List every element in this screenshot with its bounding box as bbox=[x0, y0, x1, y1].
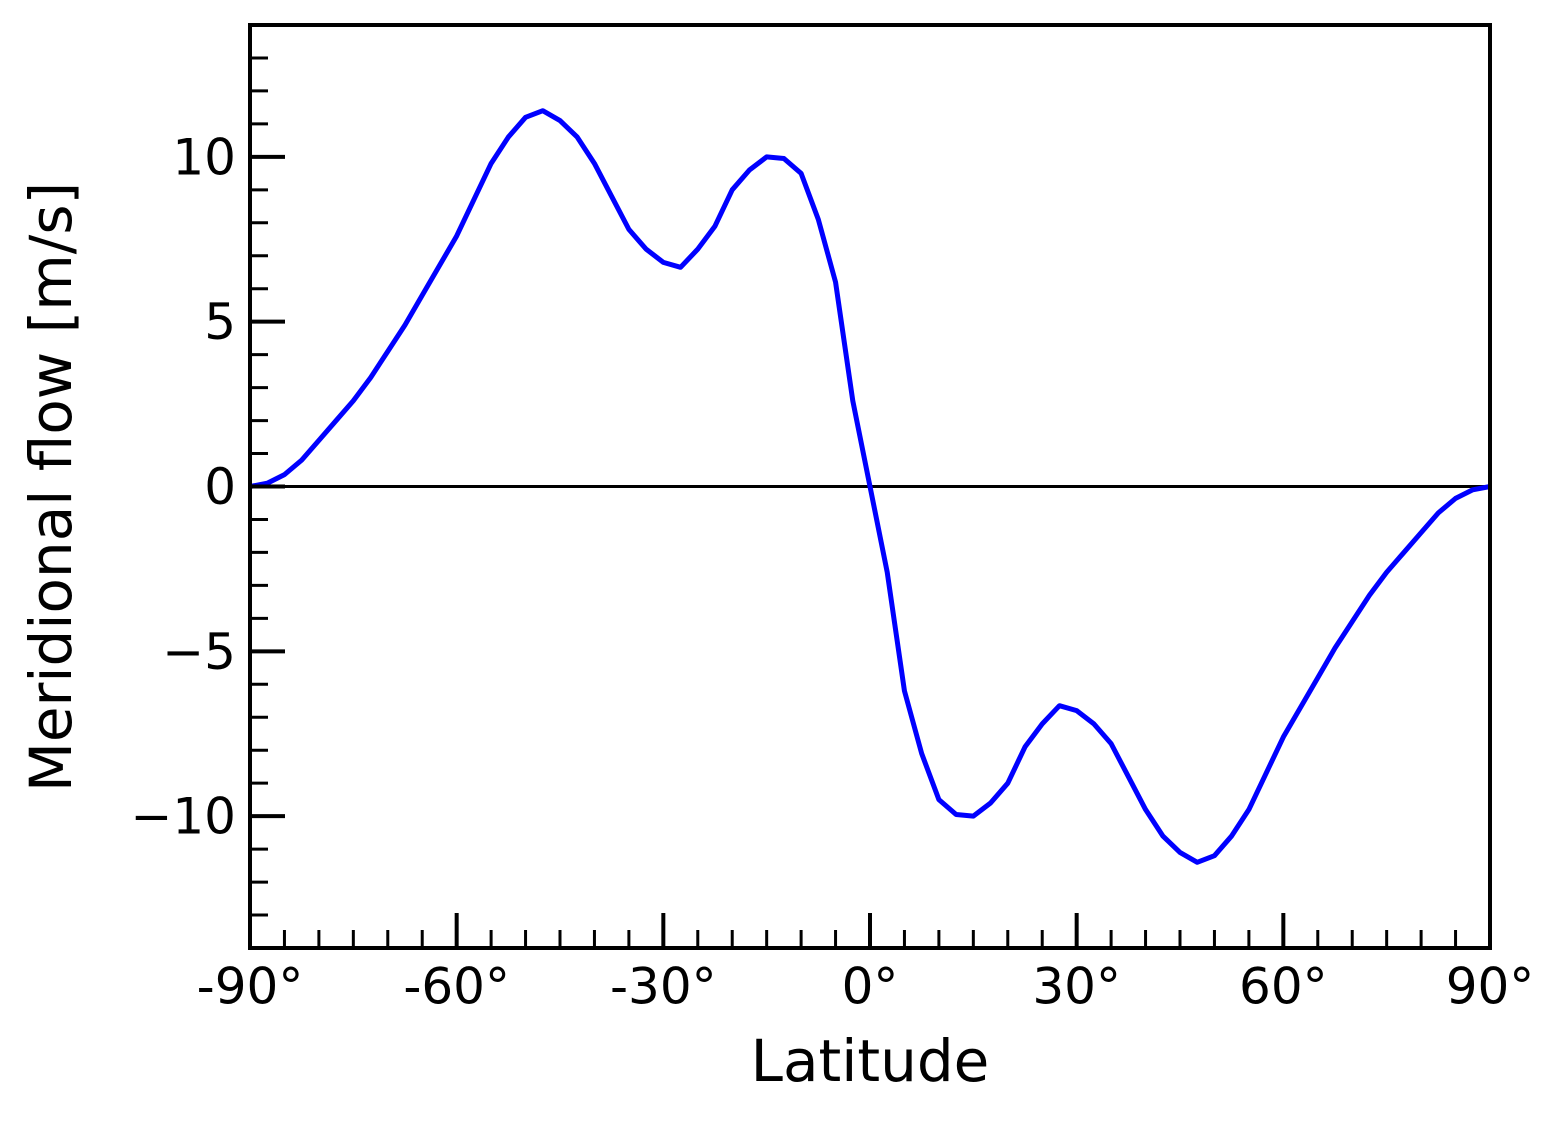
x-tick-label: -30° bbox=[610, 958, 717, 1016]
line-series bbox=[249, 108, 1491, 865]
y-tick-label: −10 bbox=[130, 788, 236, 846]
y-axis-label: Meridional flow [m/s] bbox=[17, 182, 85, 792]
x-tick-label: 30° bbox=[1032, 958, 1121, 1016]
x-tick-label: 0° bbox=[842, 958, 899, 1016]
x-tick-label: 90° bbox=[1446, 958, 1535, 1016]
x-tick-label: 60° bbox=[1239, 958, 1328, 1016]
y-tick-label: 10 bbox=[172, 128, 236, 186]
x-axis-label: Latitude bbox=[751, 1027, 990, 1095]
y-tick-label: −5 bbox=[162, 623, 236, 681]
x-tick-label: -90° bbox=[197, 958, 304, 1016]
y-tick-label: 5 bbox=[204, 293, 236, 351]
y-tick-label: 0 bbox=[204, 458, 236, 516]
x-tick-label: -60° bbox=[403, 958, 510, 1016]
